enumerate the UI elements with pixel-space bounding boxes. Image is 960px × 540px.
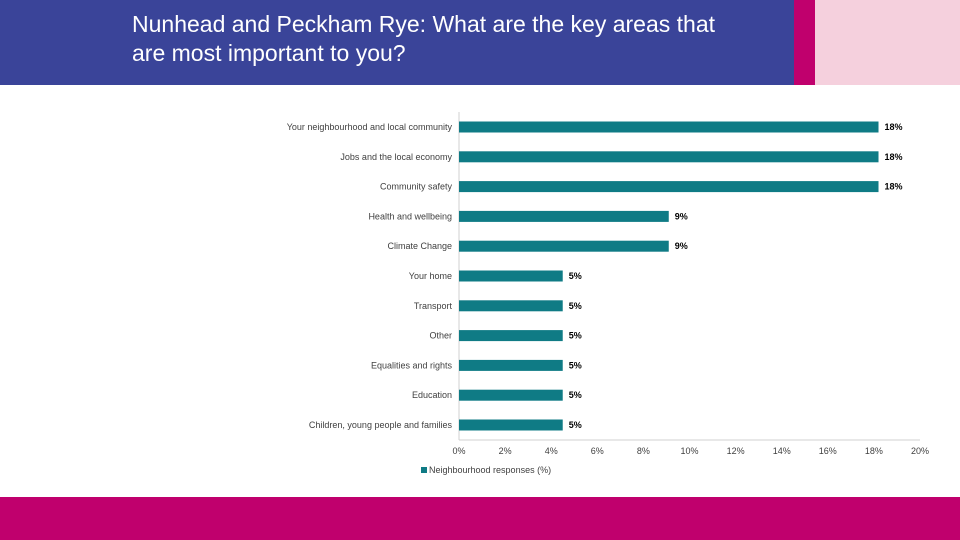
header-accent-pink (815, 0, 960, 85)
x-tick-label: 10% (680, 446, 698, 456)
bar (459, 151, 879, 163)
category-label: Health and wellbeing (368, 211, 452, 221)
x-tick-label: 6% (591, 446, 604, 456)
category-label: Transport (414, 301, 453, 311)
legend-label: Neighbourhood responses (%) (429, 465, 552, 475)
data-label: 18% (885, 152, 903, 162)
data-label: 9% (675, 241, 688, 251)
x-tick-label: 14% (773, 446, 791, 456)
data-label: 9% (675, 211, 688, 221)
category-label: Climate Change (387, 241, 452, 251)
category-label: Other (429, 331, 452, 341)
data-label: 5% (569, 390, 582, 400)
category-label: Your home (409, 271, 452, 281)
x-tick-label: 16% (819, 446, 837, 456)
bar (459, 419, 563, 431)
bar (459, 270, 563, 282)
bar (459, 330, 563, 342)
data-label: 18% (885, 182, 903, 192)
bar (459, 300, 563, 312)
data-label: 5% (569, 271, 582, 281)
category-label: Community safety (380, 182, 453, 192)
bar (459, 240, 669, 252)
x-tick-label: 8% (637, 446, 650, 456)
header-accent-magenta (794, 0, 815, 85)
category-label: Education (412, 390, 452, 400)
data-label: 5% (569, 331, 582, 341)
data-label: 5% (569, 360, 582, 370)
x-tick-label: 0% (452, 446, 465, 456)
bar (459, 359, 563, 371)
bar (459, 121, 879, 133)
bar (459, 389, 563, 401)
data-label: 5% (569, 420, 582, 430)
bar (459, 210, 669, 222)
data-label: 18% (885, 122, 903, 132)
x-tick-label: 2% (499, 446, 512, 456)
x-tick-label: 20% (911, 446, 929, 456)
x-tick-label: 18% (865, 446, 883, 456)
category-label: Equalities and rights (371, 360, 453, 370)
header-banner: Nunhead and Peckham Rye: What are the ke… (0, 0, 794, 85)
category-label: Children, young people and families (309, 420, 453, 430)
legend-swatch (421, 467, 427, 473)
footer-bar (0, 497, 960, 540)
x-tick-label: 12% (727, 446, 745, 456)
category-label: Jobs and the local economy (340, 152, 452, 162)
chart-legend: Neighbourhood responses (%) (421, 464, 551, 476)
x-tick-label: 4% (545, 446, 558, 456)
bar (459, 181, 879, 193)
category-label: Your neighbourhood and local community (287, 122, 453, 132)
page-title: Nunhead and Peckham Rye: What are the ke… (132, 11, 715, 66)
data-label: 5% (569, 301, 582, 311)
